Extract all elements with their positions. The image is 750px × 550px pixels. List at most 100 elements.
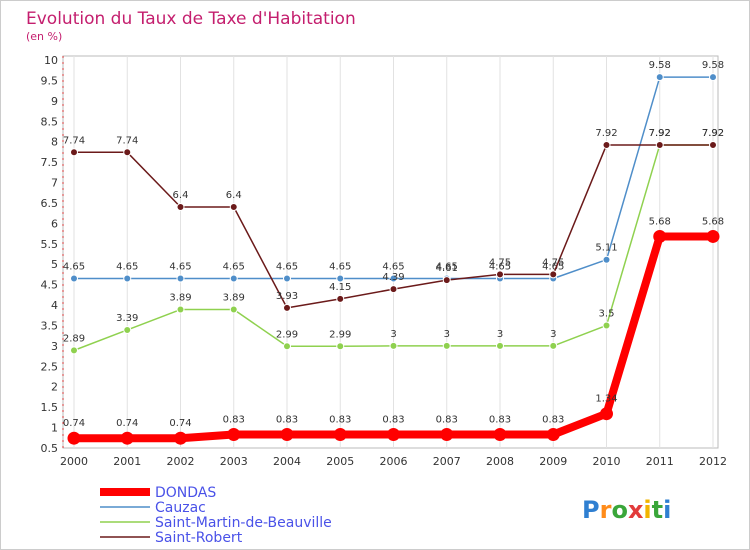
logo-letter: i: [663, 496, 671, 524]
x-tick-label: 2003: [220, 455, 248, 468]
x-tick-label: 2007: [433, 455, 461, 468]
data-point: [70, 274, 78, 283]
data-point: [67, 431, 81, 445]
data-point: [70, 346, 78, 355]
data-label: 7.74: [116, 135, 138, 146]
logo-letter: P: [582, 496, 600, 524]
data-label: 3: [550, 329, 556, 340]
data-label: 4.15: [329, 282, 351, 293]
axes: 0.5 1 1.5 2 2.5 3 3.5 4 4.5 5 5.5 6 6.5 7 7.5 8 8.5 9 9.5 1…: [41, 54, 728, 468]
data-point: [389, 285, 398, 294]
data-point: [283, 342, 291, 351]
logo-letter: r: [600, 496, 612, 524]
data-label: 2.89: [63, 333, 85, 344]
data-label: 0.83: [489, 415, 511, 426]
x-tick-label: 2005: [326, 455, 354, 468]
logo-letter: t: [652, 496, 663, 524]
data-label: 3.39: [116, 313, 138, 324]
data-label: 4.65: [542, 262, 564, 273]
data-label: 0.74: [169, 418, 191, 429]
data-label: 5.68: [649, 216, 671, 227]
data-label: 3: [497, 329, 503, 340]
x-tick-label: 2001: [113, 455, 141, 468]
data-label: 7.92: [702, 128, 724, 139]
x-tick-label: 2009: [539, 455, 567, 468]
data-label: 9.58: [649, 60, 671, 71]
data-label: 9.58: [702, 60, 724, 71]
data-label: 3: [390, 329, 396, 340]
data-point: [336, 294, 345, 303]
data-label: 0.83: [436, 415, 458, 426]
series-dondas: 0.74 0.74 0.74 0.83 0.83 0.83 0.83 0.83 0.83 0.83…: [63, 216, 724, 445]
y-tick-label: 6.5: [41, 197, 59, 210]
plot-area: [62, 55, 719, 449]
x-tick-label: 2012: [699, 455, 727, 468]
data-point: [549, 270, 558, 279]
y-tick-label: 1: [51, 422, 58, 435]
data-point: [389, 341, 398, 350]
data-label: 4.65: [169, 262, 191, 273]
data-point: [70, 148, 78, 157]
data-point: [442, 341, 451, 350]
data-label: 4.65: [329, 262, 351, 273]
data-point: [174, 431, 187, 445]
data-point: [496, 270, 504, 279]
logo-letter: i: [643, 496, 651, 524]
x-tick-label: 2011: [646, 455, 674, 468]
legend-label-saint-martin-de-beauville: Saint-Martin-de-Beauville: [155, 515, 332, 531]
data-point: [493, 428, 507, 442]
data-point: [655, 73, 664, 82]
data-point: [709, 73, 717, 82]
data-point: [600, 407, 613, 421]
data-label: 2.99: [276, 329, 298, 340]
data-label: 4.65: [382, 262, 404, 273]
chart-subtitle: (en %): [26, 30, 62, 43]
y-tick-label: 3: [51, 340, 58, 353]
y-tick-label: 2: [51, 381, 58, 394]
data-label: 1.34: [595, 394, 617, 405]
data-point: [123, 148, 132, 157]
data-label: 2.99: [329, 329, 351, 340]
y-tick-label: 1.5: [41, 401, 59, 414]
data-point: [655, 140, 664, 149]
y-tick-label: 4: [51, 299, 58, 312]
y-tick-label: 9: [51, 95, 58, 108]
data-point: [336, 342, 345, 351]
data-label: 4.65: [436, 262, 458, 273]
data-label: 7.92: [649, 128, 671, 139]
data-label: 4.65: [116, 262, 138, 273]
data-label: 6.4: [226, 190, 242, 201]
data-label: 4.61: [436, 263, 458, 274]
data-point: [283, 303, 291, 312]
series-saint-robert: 7.74 7.74 6.4 6.4 3.93 4.15 4.39 4.61 4.75 4.75 7.…: [63, 128, 724, 312]
y-tick-label: 0.5: [41, 442, 59, 455]
data-point: [229, 305, 238, 314]
data-point: [546, 428, 560, 442]
data-label: 7.74: [63, 135, 85, 146]
data-label: 3.89: [169, 293, 191, 304]
data-point: [440, 428, 454, 442]
legend-label-dondas: DONDAS: [155, 485, 216, 501]
data-label: 0.83: [276, 415, 298, 426]
y-tick-label: 8: [51, 136, 58, 149]
data-label: 5.11: [595, 243, 617, 254]
data-point: [123, 274, 132, 283]
data-label: 4.65: [63, 262, 85, 273]
data-point: [176, 274, 185, 283]
y-tick-label: 6: [51, 217, 58, 230]
data-point: [229, 274, 238, 283]
data-label: 7.92: [595, 128, 617, 139]
data-label: 0.83: [382, 415, 404, 426]
y-tick-label: 5.5: [41, 238, 59, 251]
data-label: 3.93: [276, 291, 298, 302]
data-label: 4.65: [276, 262, 298, 273]
y-tick-label: 3.5: [41, 319, 59, 332]
data-label: 0.74: [63, 418, 85, 429]
x-tick-label: 2000: [60, 455, 88, 468]
y-tick-label: 2.5: [41, 360, 59, 373]
data-point: [653, 229, 667, 243]
data-point: [229, 203, 238, 212]
data-point: [123, 325, 132, 334]
y-tick-label: 5: [51, 258, 58, 271]
